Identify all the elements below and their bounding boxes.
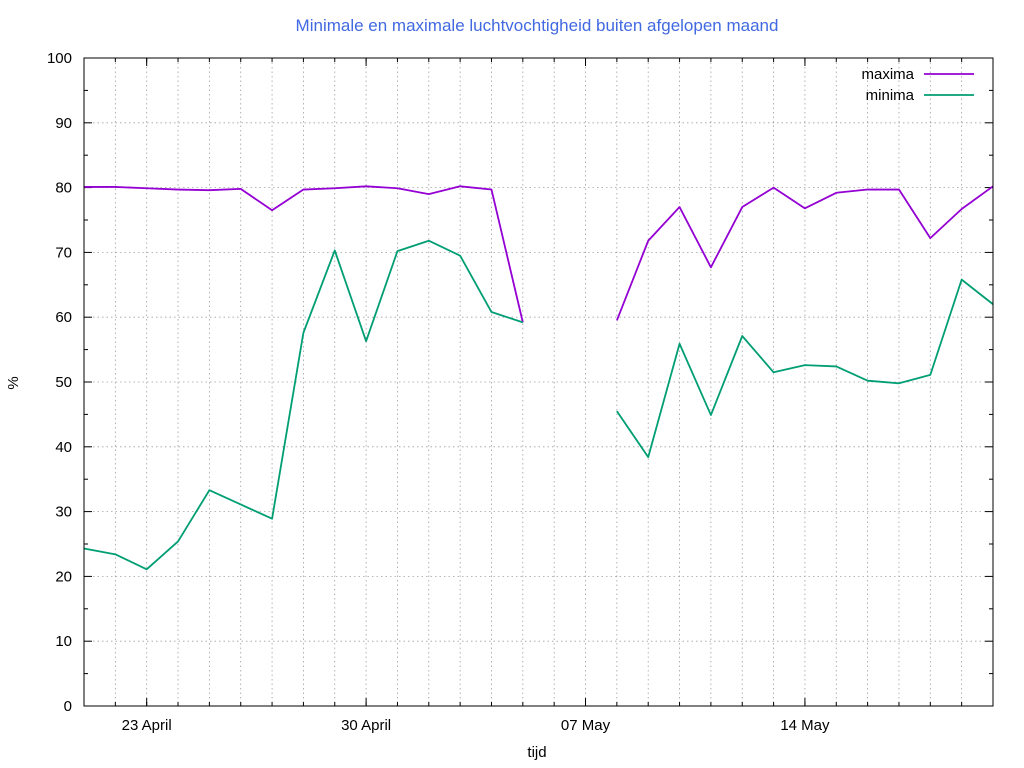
- series-lines: [83, 185, 994, 571]
- y-tick-label: 40: [55, 439, 72, 456]
- x-axis-label: tijd: [527, 744, 546, 761]
- x-axis-ticks: 23 April 30 April 07 May 14 May: [114, 58, 963, 734]
- series-line-maxima: [84, 185, 994, 323]
- legend: maxima minima: [861, 66, 974, 104]
- y-tick-label: 30: [55, 504, 72, 521]
- y-tick-label: 10: [55, 633, 72, 650]
- legend-label-maxima: maxima: [861, 66, 914, 83]
- y-tick-label: 100: [47, 50, 72, 67]
- x-tick-label: 30 April: [341, 717, 391, 734]
- plot-frame: [83, 57, 994, 707]
- y-axis-ticks: 0 10 20 30 40 50 60 70 80 90 100: [47, 50, 993, 715]
- y-tick-label: 90: [55, 115, 72, 132]
- y-tick-label: 70: [55, 244, 72, 261]
- grid: [84, 58, 993, 706]
- y-tick-label: 20: [55, 568, 72, 585]
- x-tick-label: 23 April: [122, 717, 172, 734]
- x-tick-label: 14 May: [780, 717, 830, 734]
- x-tick-label: 07 May: [561, 717, 611, 734]
- y-tick-label: 80: [55, 180, 72, 197]
- y-axis-label: %: [5, 376, 22, 389]
- legend-label-minima: minima: [866, 87, 915, 104]
- series-line-minima: [83, 239, 994, 571]
- chart-title: Minimale en maximale luchtvochtigheid bu…: [296, 16, 779, 35]
- y-tick-label: 0: [64, 698, 72, 715]
- y-tick-label: 50: [55, 374, 72, 391]
- y-tick-label: 60: [55, 309, 72, 326]
